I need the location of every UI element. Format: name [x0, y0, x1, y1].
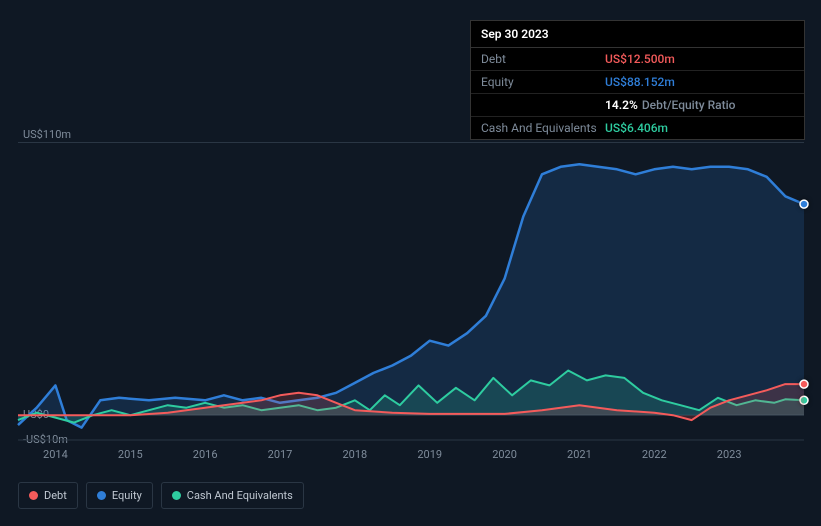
- chart-legend: Debt Equity Cash And Equivalents: [18, 482, 304, 509]
- tooltip-value-cash: US$6.406m: [605, 121, 668, 135]
- debt-equity-chart: Sep 30 2023 Debt US$12.500m Equity US$88…: [0, 0, 821, 526]
- y-axis-label: US$110m: [23, 128, 71, 141]
- legend-label: Equity: [112, 489, 142, 502]
- tooltip-date: Sep 30 2023: [471, 21, 804, 48]
- tooltip-row-cash: Cash And Equivalents US$6.406m: [471, 117, 804, 139]
- legend-dot-icon: [29, 491, 38, 500]
- x-axis-label: 2014: [43, 448, 68, 461]
- legend-label: Cash And Equivalents: [187, 489, 293, 502]
- x-axis-label: 2015: [118, 448, 143, 461]
- tooltip-value-debt: US$12.500m: [605, 52, 675, 66]
- x-axis-label: 2020: [492, 448, 517, 461]
- chart-tooltip: Sep 30 2023 Debt US$12.500m Equity US$88…: [470, 20, 805, 140]
- legend-dot-icon: [97, 491, 106, 500]
- tooltip-label: [481, 98, 605, 112]
- tooltip-ratio-label: Debt/Equity Ratio: [642, 98, 736, 112]
- legend-label: Debt: [44, 489, 67, 502]
- legend-item-equity[interactable]: Equity: [86, 482, 153, 509]
- legend-item-debt[interactable]: Debt: [18, 482, 78, 509]
- x-axis-label: 2023: [717, 448, 742, 461]
- tooltip-row-debt: Debt US$12.500m: [471, 48, 804, 71]
- x-axis-label: 2017: [268, 448, 293, 461]
- tooltip-label: Cash And Equivalents: [481, 121, 605, 135]
- tooltip-row-equity: Equity US$88.152m: [471, 71, 804, 94]
- tooltip-label: Debt: [481, 52, 605, 66]
- x-axis-label: 2016: [193, 448, 218, 461]
- x-axis-label: 2022: [642, 448, 667, 461]
- chart-plot[interactable]: [18, 142, 804, 440]
- tooltip-ratio-pct: 14.2%: [605, 98, 638, 112]
- legend-dot-icon: [172, 491, 181, 500]
- tooltip-label: Equity: [481, 75, 605, 89]
- x-axis-label: 2019: [417, 448, 442, 461]
- tooltip-row-ratio: 14.2% Debt/Equity Ratio: [471, 94, 804, 117]
- x-axis-label: 2021: [567, 448, 592, 461]
- tooltip-value-equity: US$88.152m: [605, 75, 675, 89]
- legend-item-cash[interactable]: Cash And Equivalents: [161, 482, 304, 509]
- x-axis-label: 2018: [342, 448, 367, 461]
